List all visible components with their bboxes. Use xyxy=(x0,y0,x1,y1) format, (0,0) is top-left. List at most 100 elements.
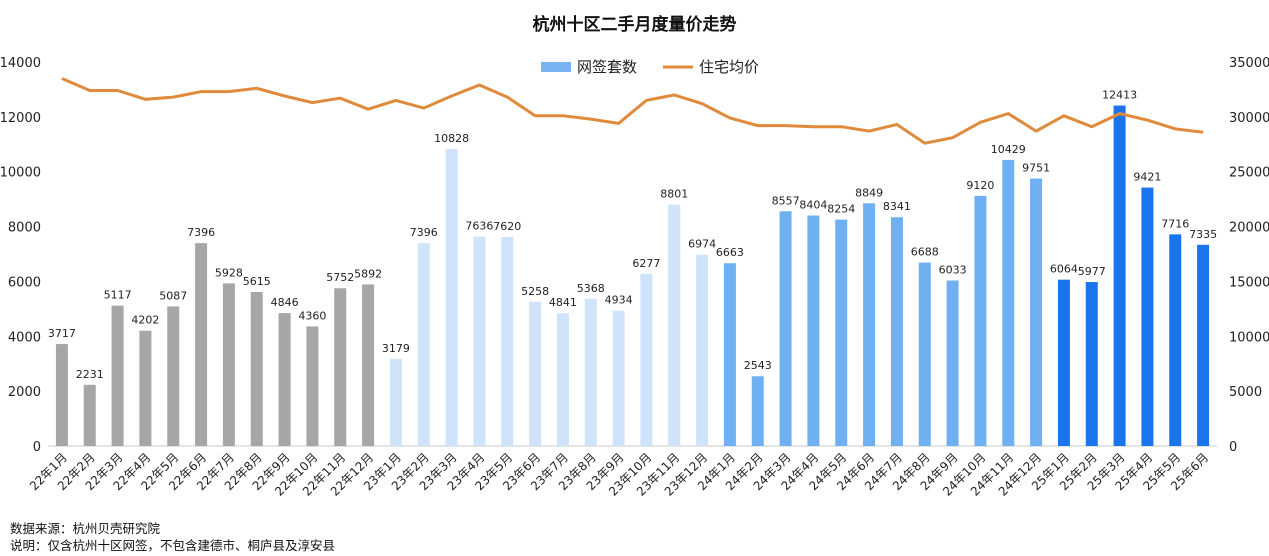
bar-data-label: 7716 xyxy=(1161,217,1189,230)
bar-data-label: 7636 xyxy=(465,220,493,233)
bar xyxy=(306,326,319,446)
bar-data-label: 8849 xyxy=(855,186,883,199)
bar xyxy=(779,211,792,446)
bar xyxy=(751,376,764,446)
right-axis-tick-label: 25000 xyxy=(1229,166,1269,181)
bar xyxy=(55,344,68,446)
bar xyxy=(529,301,542,446)
bar-data-label: 5928 xyxy=(215,266,243,279)
right-axis-tick-label: 20000 xyxy=(1229,221,1269,236)
bar xyxy=(445,149,458,447)
bar xyxy=(501,236,514,446)
bar-data-label: 5892 xyxy=(354,267,382,280)
price-line-series xyxy=(61,77,1204,145)
bar xyxy=(640,273,653,446)
left-axis-tick-label: 12000 xyxy=(0,111,41,126)
right-axis-tick-label: 5000 xyxy=(1229,385,1262,400)
bar xyxy=(1002,159,1015,446)
bar xyxy=(1085,282,1098,446)
data-source-note: 数据来源：杭州贝壳研究院 xyxy=(10,521,161,536)
bar xyxy=(250,291,263,446)
scope-note: 说明：仅含杭州十区网签，不包含建德市、桐庐县及淳安县 xyxy=(10,538,336,553)
bar xyxy=(890,217,903,446)
legend-bar-label: 网签套数 xyxy=(577,58,637,76)
bar xyxy=(835,219,848,446)
bar-data-label: 8557 xyxy=(772,194,800,207)
left-axis-tick-label: 6000 xyxy=(8,275,41,290)
bar-series xyxy=(55,105,1210,447)
bar-data-label: 5368 xyxy=(577,282,605,295)
bar-data-label: 4846 xyxy=(271,296,299,309)
bar xyxy=(696,254,709,446)
left-axis-tick-label: 4000 xyxy=(8,330,41,345)
bar xyxy=(167,306,180,446)
bar-data-label: 6974 xyxy=(688,238,716,251)
bar xyxy=(1169,234,1182,446)
bar xyxy=(807,215,820,446)
bar-data-label: 9751 xyxy=(1022,162,1050,175)
bar-data-label: 5752 xyxy=(326,271,354,284)
bar-data-label: 3717 xyxy=(48,327,76,340)
right-axis: 0 5000 10000 15000 20000 25000 30000 35000 xyxy=(1229,56,1269,455)
bar-data-label: 10429 xyxy=(991,143,1026,156)
bar-data-label: 7335 xyxy=(1189,228,1217,241)
left-axis-tick-label: 8000 xyxy=(8,221,41,236)
bar xyxy=(946,280,959,446)
bar xyxy=(389,358,402,446)
bar-data-label: 4841 xyxy=(549,296,577,309)
left-axis-tick-label: 0 xyxy=(33,440,41,455)
legend-bar-swatch xyxy=(541,62,571,72)
bar xyxy=(1197,244,1210,446)
bar-data-label: 6064 xyxy=(1050,263,1078,276)
bar xyxy=(918,262,931,446)
left-axis-tick-label: 2000 xyxy=(8,385,41,400)
bar xyxy=(1030,178,1043,446)
bar-data-label: 12413 xyxy=(1102,89,1137,102)
bar xyxy=(612,310,625,446)
bar xyxy=(723,263,736,446)
bar xyxy=(83,384,96,446)
bar-data-label: 9421 xyxy=(1133,171,1161,184)
right-axis-tick-label: 10000 xyxy=(1229,330,1269,345)
bar xyxy=(139,330,152,446)
bar-data-label: 6663 xyxy=(716,246,744,259)
legend: 网签套数 住宅均价 xyxy=(541,58,759,76)
bar xyxy=(278,313,291,446)
bar xyxy=(417,243,430,446)
bar-data-label: 8801 xyxy=(660,188,688,201)
chart-title: 杭州十区二手月度量价走势 xyxy=(532,15,737,35)
bar-data-label: 4202 xyxy=(131,314,159,327)
bar-data-label: 9120 xyxy=(966,179,994,192)
bar-data-label: 8341 xyxy=(883,200,911,213)
bar-data-label: 4934 xyxy=(605,294,633,307)
bar xyxy=(195,243,208,446)
bar-data-label: 6688 xyxy=(911,246,939,259)
left-axis: 0 2000 4000 6000 8000 10000 12000 14000 xyxy=(0,56,41,455)
bar xyxy=(334,288,347,446)
bar-data-label: 7620 xyxy=(493,220,521,233)
right-axis-tick-label: 0 xyxy=(1229,440,1237,455)
x-axis: 22年1月22年2月22年3月22年4月22年5月22年6月22年7月22年8月… xyxy=(27,450,1211,498)
bar xyxy=(473,236,486,446)
bar-data-label: 5615 xyxy=(243,275,271,288)
bar xyxy=(974,195,987,446)
bar-data-label: 7396 xyxy=(187,226,215,239)
bar xyxy=(111,305,124,446)
left-axis-tick-label: 14000 xyxy=(0,56,41,71)
right-axis-tick-label: 15000 xyxy=(1229,275,1269,290)
right-axis-tick-label: 30000 xyxy=(1229,111,1269,126)
bar xyxy=(1113,105,1126,446)
bar-data-label: 8404 xyxy=(799,198,827,211)
bar-data-label: 2231 xyxy=(76,368,104,381)
bar-data-label: 5258 xyxy=(521,285,549,298)
bar-data-label: 6277 xyxy=(632,257,660,270)
bar xyxy=(222,283,235,446)
bar xyxy=(362,284,375,446)
bar-data-label: 6033 xyxy=(939,264,967,277)
bar xyxy=(584,298,597,446)
bar-data-label: 3179 xyxy=(382,342,410,355)
right-axis-tick-label: 35000 xyxy=(1229,56,1269,71)
legend-line-label: 住宅均价 xyxy=(699,58,759,76)
